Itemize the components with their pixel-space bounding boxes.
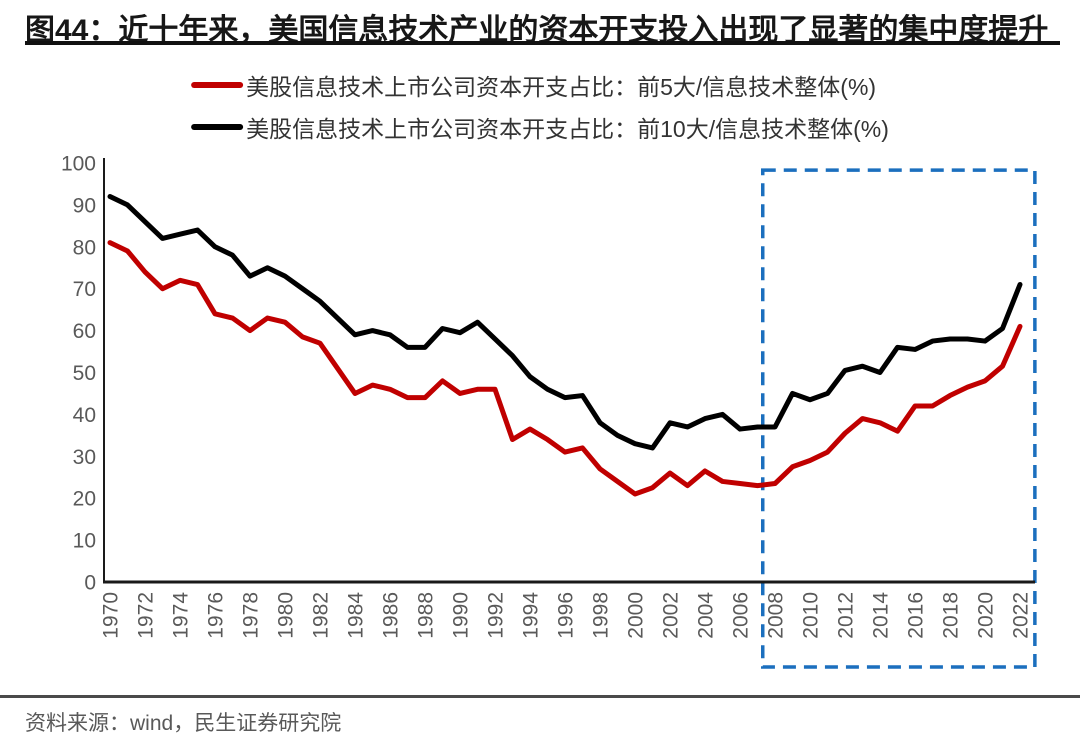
- x-tick-label: 1988: [415, 592, 438, 639]
- x-tick-label: 2002: [660, 592, 683, 639]
- series-line-top5: [107, 240, 1023, 497]
- x-tick-label: 2020: [975, 592, 998, 639]
- y-tick-label: 30: [73, 446, 96, 469]
- x-tick-label: 2006: [730, 592, 753, 639]
- x-tick-label: 2000: [625, 592, 648, 639]
- x-tick-label: 2010: [800, 592, 823, 639]
- series-line-top10: [107, 194, 1023, 451]
- title-underline: [25, 41, 1060, 45]
- y-tick-label: 90: [73, 194, 96, 217]
- x-tick-label: 2008: [765, 592, 788, 639]
- y-tick-label: 20: [73, 488, 96, 511]
- legend-label-top5: 美股信息技术上市公司资本开支占比：前5大/信息技术整体(%): [246, 74, 877, 100]
- y-tick-label: 80: [73, 236, 96, 259]
- x-tick-label: 1978: [240, 592, 263, 639]
- x-tick-label: 1998: [590, 592, 613, 639]
- y-tick-label: 10: [73, 530, 96, 553]
- x-tick-label: 1992: [485, 592, 508, 639]
- y-tick-label: 50: [73, 362, 96, 385]
- x-tick-label: 1986: [380, 592, 403, 639]
- highlight-box: [761, 168, 1037, 669]
- y-tick-label: 100: [61, 153, 96, 176]
- legend: 美股信息技术上市公司资本开支占比：前5大/信息技术整体(%) 美股信息技术上市公…: [191, 64, 889, 148]
- footer-divider: [0, 695, 1080, 698]
- x-tick-label: 2016: [905, 592, 928, 639]
- x-tick-label: 1990: [450, 592, 473, 639]
- x-tick-label: 1982: [310, 592, 333, 639]
- legend-swatch-top10: [191, 124, 244, 130]
- x-tick-label: 2022: [1010, 592, 1033, 639]
- x-tick-label: 2018: [940, 592, 963, 639]
- x-tick-label: 1970: [100, 592, 123, 639]
- legend-item-top5: 美股信息技术上市公司资本开支占比：前5大/信息技术整体(%): [191, 64, 889, 106]
- x-tick-label: 1976: [205, 592, 228, 639]
- x-tick-label: 1994: [520, 592, 543, 639]
- x-tick-label: 1980: [275, 592, 298, 639]
- y-tick-label: 70: [73, 278, 96, 301]
- x-tick-label: 1996: [555, 592, 578, 639]
- x-tick-label: 2012: [835, 592, 858, 639]
- x-tick-label: 2004: [695, 592, 718, 639]
- source-note: 资料来源：wind，民生证券研究院: [25, 712, 342, 735]
- x-tick-label: 1984: [345, 592, 368, 639]
- x-tick-label: 1972: [135, 592, 158, 639]
- y-tick-label: 40: [73, 404, 96, 427]
- legend-item-top10: 美股信息技术上市公司资本开支占比：前10大/信息技术整体(%): [191, 106, 889, 148]
- x-tick-label: 2014: [870, 592, 893, 639]
- y-tick-label: 0: [84, 572, 96, 595]
- y-tick-label: 60: [73, 320, 96, 343]
- x-tick-label: 1974: [170, 592, 193, 639]
- legend-label-top10: 美股信息技术上市公司资本开支占比：前10大/信息技术整体(%): [246, 116, 889, 142]
- legend-swatch-top5: [191, 82, 244, 88]
